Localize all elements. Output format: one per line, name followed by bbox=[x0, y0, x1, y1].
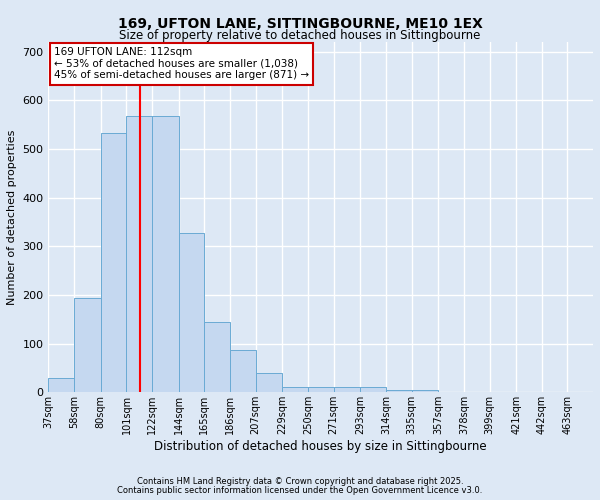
Bar bbox=[179, 232, 205, 392]
Bar bbox=[74, 298, 101, 392]
Text: 169, UFTON LANE, SITTINGBOURNE, ME10 1EX: 169, UFTON LANE, SITTINGBOURNE, ME10 1EX bbox=[118, 18, 482, 32]
Bar bbox=[256, 373, 283, 392]
Bar bbox=[49, 378, 74, 392]
Text: Contains HM Land Registry data © Crown copyright and database right 2025.: Contains HM Land Registry data © Crown c… bbox=[137, 477, 463, 486]
Bar bbox=[127, 116, 152, 392]
Bar bbox=[308, 388, 334, 392]
Bar bbox=[205, 322, 230, 392]
Text: 169 UFTON LANE: 112sqm
← 53% of detached houses are smaller (1,038)
45% of semi-: 169 UFTON LANE: 112sqm ← 53% of detached… bbox=[54, 47, 309, 80]
Bar bbox=[386, 390, 412, 392]
Bar bbox=[283, 386, 308, 392]
Text: Size of property relative to detached houses in Sittingbourne: Size of property relative to detached ho… bbox=[119, 29, 481, 42]
Bar bbox=[101, 133, 127, 392]
Y-axis label: Number of detached properties: Number of detached properties bbox=[7, 130, 17, 305]
Bar bbox=[152, 116, 179, 392]
Bar bbox=[230, 350, 256, 393]
Text: Contains public sector information licensed under the Open Government Licence v3: Contains public sector information licen… bbox=[118, 486, 482, 495]
Bar bbox=[361, 388, 386, 392]
Bar bbox=[412, 390, 439, 392]
X-axis label: Distribution of detached houses by size in Sittingbourne: Distribution of detached houses by size … bbox=[154, 440, 487, 453]
Bar bbox=[334, 388, 361, 392]
